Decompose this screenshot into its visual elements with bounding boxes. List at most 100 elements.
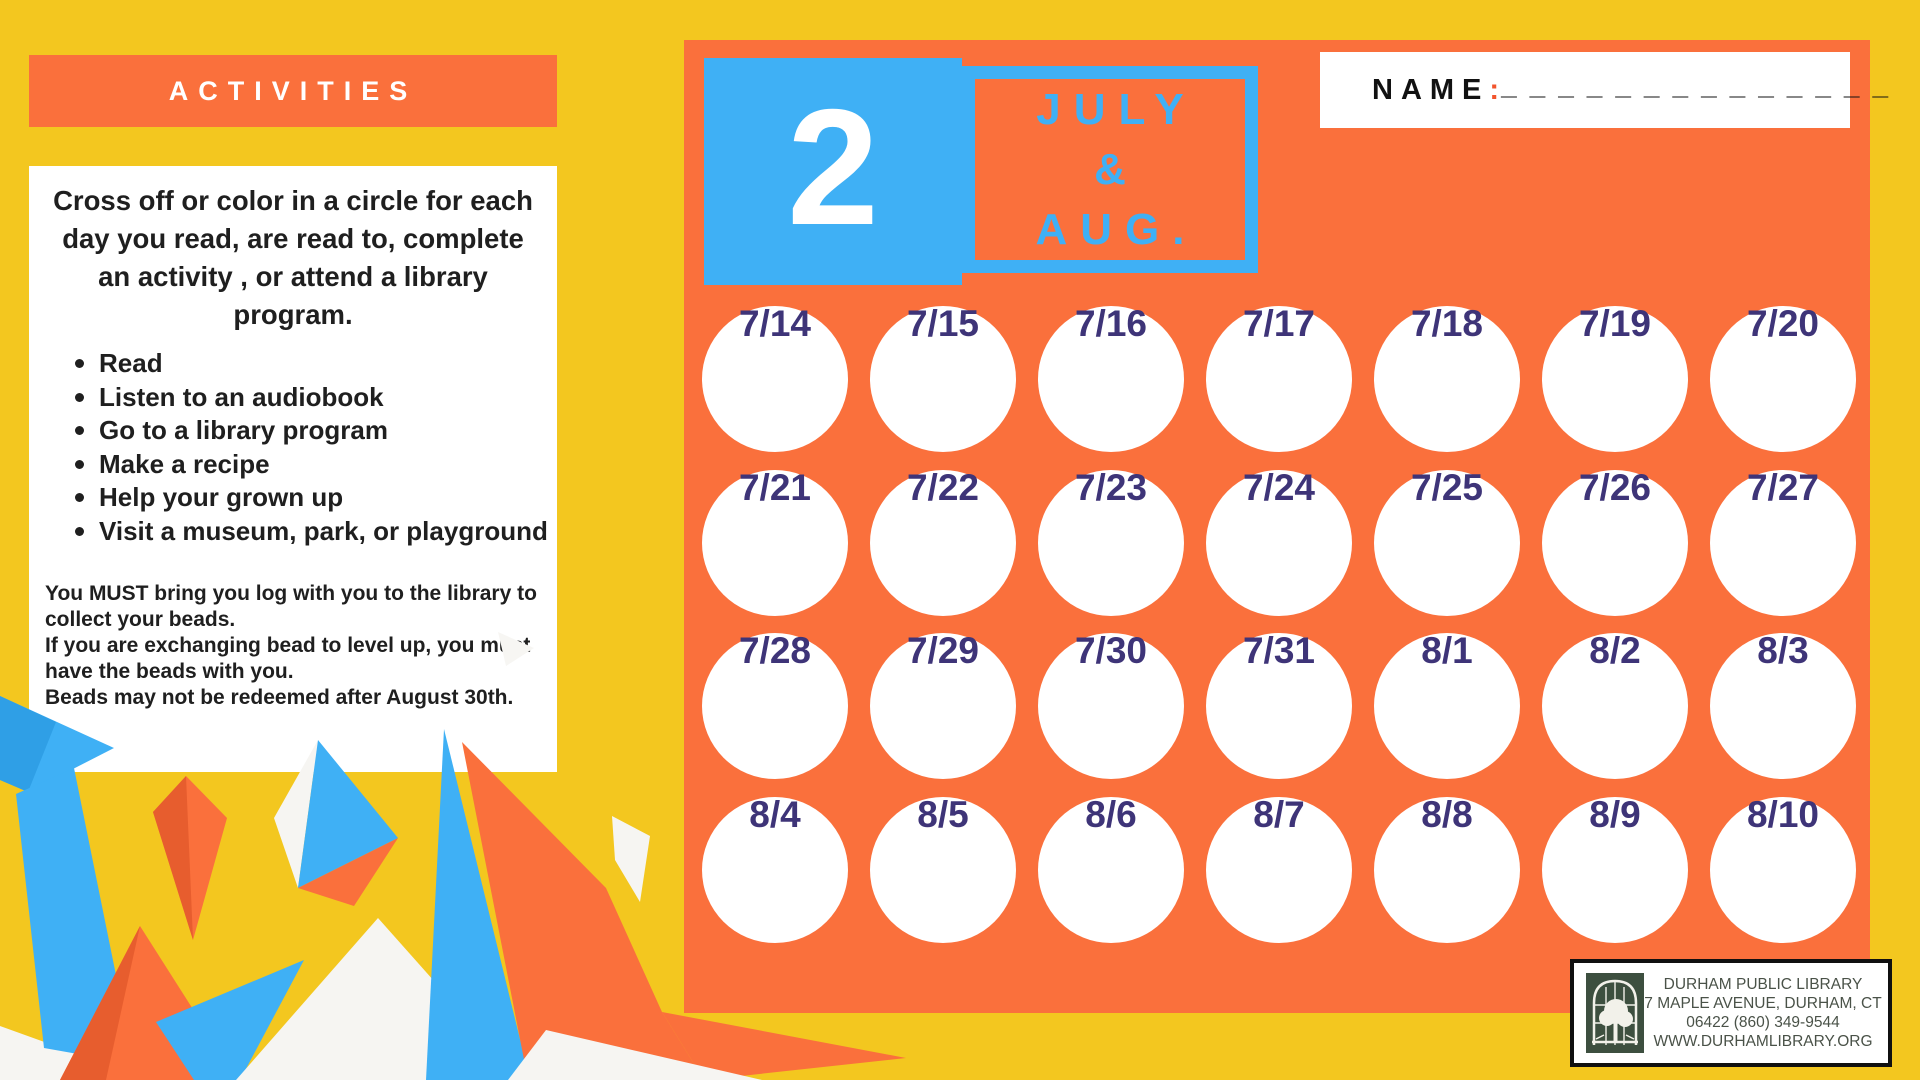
bead-rule-line: If you are exchanging bead to level up, … — [45, 634, 531, 657]
bead-rule-line: have the beads with you. — [45, 660, 294, 683]
library-address-line: 06422 (860) 349-9544 — [1686, 1014, 1840, 1031]
day-date-label: 7/25 — [1410, 466, 1483, 508]
month-label-line: AUG. — [1035, 204, 1198, 254]
day-circle[interactable] — [702, 306, 848, 452]
activity-item: Listen to an audiobook — [73, 381, 557, 415]
day-circle[interactable] — [1710, 796, 1856, 943]
instructions-intro-line: day you read, are read to, complete — [62, 223, 524, 254]
calendar-day-cell: 8/6 — [1028, 780, 1194, 943]
library-address-line: DURHAM PUBLIC LIBRARY — [1663, 976, 1863, 993]
day-circle[interactable] — [1374, 796, 1520, 943]
day-circle[interactable] — [1206, 469, 1352, 616]
day-date-label: 8/5 — [917, 793, 969, 835]
calendar-day-cell: 7/16 — [1028, 289, 1194, 452]
day-date-label: 7/31 — [1242, 630, 1315, 671]
day-date-label: 7/19 — [1578, 303, 1651, 344]
day-circle[interactable] — [1038, 469, 1184, 616]
day-circle[interactable] — [870, 796, 1016, 943]
deco-white-facet-bottom — [508, 1030, 762, 1080]
day-circle[interactable] — [702, 633, 848, 779]
day-date-label: 7/27 — [1746, 466, 1819, 508]
calendar-day-cell: 7/15 — [860, 289, 1026, 452]
day-circle[interactable] — [1038, 306, 1184, 452]
day-circle[interactable] — [870, 469, 1016, 616]
day-date-label: 8/7 — [1253, 793, 1305, 835]
deco-pyramid-orange-face — [298, 838, 398, 906]
day-circle[interactable] — [702, 796, 848, 943]
day-circle[interactable] — [1374, 633, 1520, 779]
day-circle[interactable] — [870, 306, 1016, 452]
day-date-label: 7/30 — [1074, 630, 1147, 671]
day-circle[interactable] — [1038, 796, 1184, 943]
day-date-label: 7/22 — [906, 466, 979, 508]
day-circle[interactable] — [1542, 633, 1688, 779]
calendar-day-cell: 8/8 — [1364, 780, 1530, 943]
calendar-day-cell: 7/17 — [1196, 289, 1362, 452]
day-circle[interactable] — [1374, 469, 1520, 616]
day-date-label: 8/9 — [1589, 793, 1641, 835]
day-circle[interactable] — [1206, 633, 1352, 779]
day-circle[interactable] — [1374, 306, 1520, 452]
calendar-day-cell: 7/23 — [1028, 453, 1194, 616]
calendar-day-cell: 8/5 — [860, 780, 1026, 943]
library-window-tree-logo-icon — [1586, 973, 1644, 1053]
library-address-line: WWW.DURHAMLIBRARY.ORG — [1653, 1033, 1873, 1050]
day-date-label: 8/8 — [1421, 793, 1473, 835]
month-label-line: JULY — [1036, 84, 1197, 134]
day-circle[interactable] — [1206, 796, 1352, 943]
calendar-day-cell: 7/21 — [692, 453, 858, 616]
calendar-day-cell: 7/28 — [692, 616, 858, 779]
library-info-box: DURHAM PUBLIC LIBRARY 7 MAPLE AVENUE, DUR… — [1570, 959, 1892, 1067]
activities-list: Read Listen to an audiobook Go to a librar… — [29, 347, 557, 548]
day-circle[interactable] — [1542, 469, 1688, 616]
calendar-day-cell: 7/24 — [1196, 453, 1362, 616]
day-date-label: 8/10 — [1746, 793, 1819, 835]
day-date-label: 7/20 — [1746, 303, 1819, 344]
day-date-label: 7/18 — [1410, 303, 1483, 344]
instructions-intro-line: Cross off or color in a circle for each — [53, 185, 533, 216]
day-date-label: 7/14 — [738, 303, 811, 344]
calendar-day-cell: 7/26 — [1532, 453, 1698, 616]
day-date-label: 8/6 — [1085, 793, 1137, 835]
calendar-day-cell: 7/20 — [1700, 289, 1866, 452]
bead-rules-notes: You MUST bring you log with you to the l… — [29, 581, 557, 711]
day-circle[interactable] — [870, 633, 1016, 779]
calendar-day-cell: 7/22 — [860, 453, 1026, 616]
day-circle[interactable] — [1710, 306, 1856, 452]
day-circle[interactable] — [1038, 633, 1184, 779]
day-date-label: 7/16 — [1074, 303, 1147, 344]
bead-rule-line: Beads may not be redeemed after August 3… — [45, 686, 514, 709]
day-circle[interactable] — [1542, 306, 1688, 452]
calendar-day-cell: 7/18 — [1364, 289, 1530, 452]
name-field[interactable]: NAME : ______________ — [1320, 52, 1888, 128]
day-date-label: 7/21 — [738, 466, 811, 508]
day-date-label: 7/23 — [1074, 466, 1147, 508]
bead-rule-line: You MUST bring you log with you to the l… — [45, 582, 537, 605]
deco-orange-kite-facet — [153, 776, 193, 940]
deco-white-small-kite — [612, 816, 650, 902]
day-circle[interactable] — [702, 469, 848, 616]
activity-item: Visit a museum, park, or playground — [73, 515, 557, 549]
day-date-label: 7/15 — [906, 303, 979, 344]
calendar-day-cell: 8/3 — [1700, 616, 1866, 779]
day-circle[interactable] — [1710, 633, 1856, 779]
calendar-day-cell: 8/2 — [1532, 616, 1698, 779]
day-circle[interactable] — [1206, 306, 1352, 452]
day-date-label: 8/4 — [749, 793, 801, 835]
day-date-label: 7/26 — [1578, 466, 1651, 508]
day-date-label: 8/3 — [1757, 630, 1809, 671]
deco-orange-spike — [462, 742, 704, 1080]
activity-item: Help your grown up — [73, 481, 557, 515]
name-colon: : — [1489, 73, 1500, 106]
name-blank-line[interactable]: ______________ — [1501, 69, 1902, 100]
day-circle[interactable] — [1542, 796, 1688, 943]
day-circle[interactable] — [1710, 469, 1856, 616]
deco-white-corner-triangle — [0, 1026, 150, 1080]
month-label-line: & — [1094, 144, 1139, 194]
calendar-day-cell: 8/7 — [1196, 780, 1362, 943]
deco-blue-sliver — [16, 768, 134, 1064]
day-date-label: 8/2 — [1589, 630, 1641, 671]
name-label: NAME — [1372, 73, 1490, 106]
calendar-day-cell: 8/9 — [1532, 780, 1698, 943]
